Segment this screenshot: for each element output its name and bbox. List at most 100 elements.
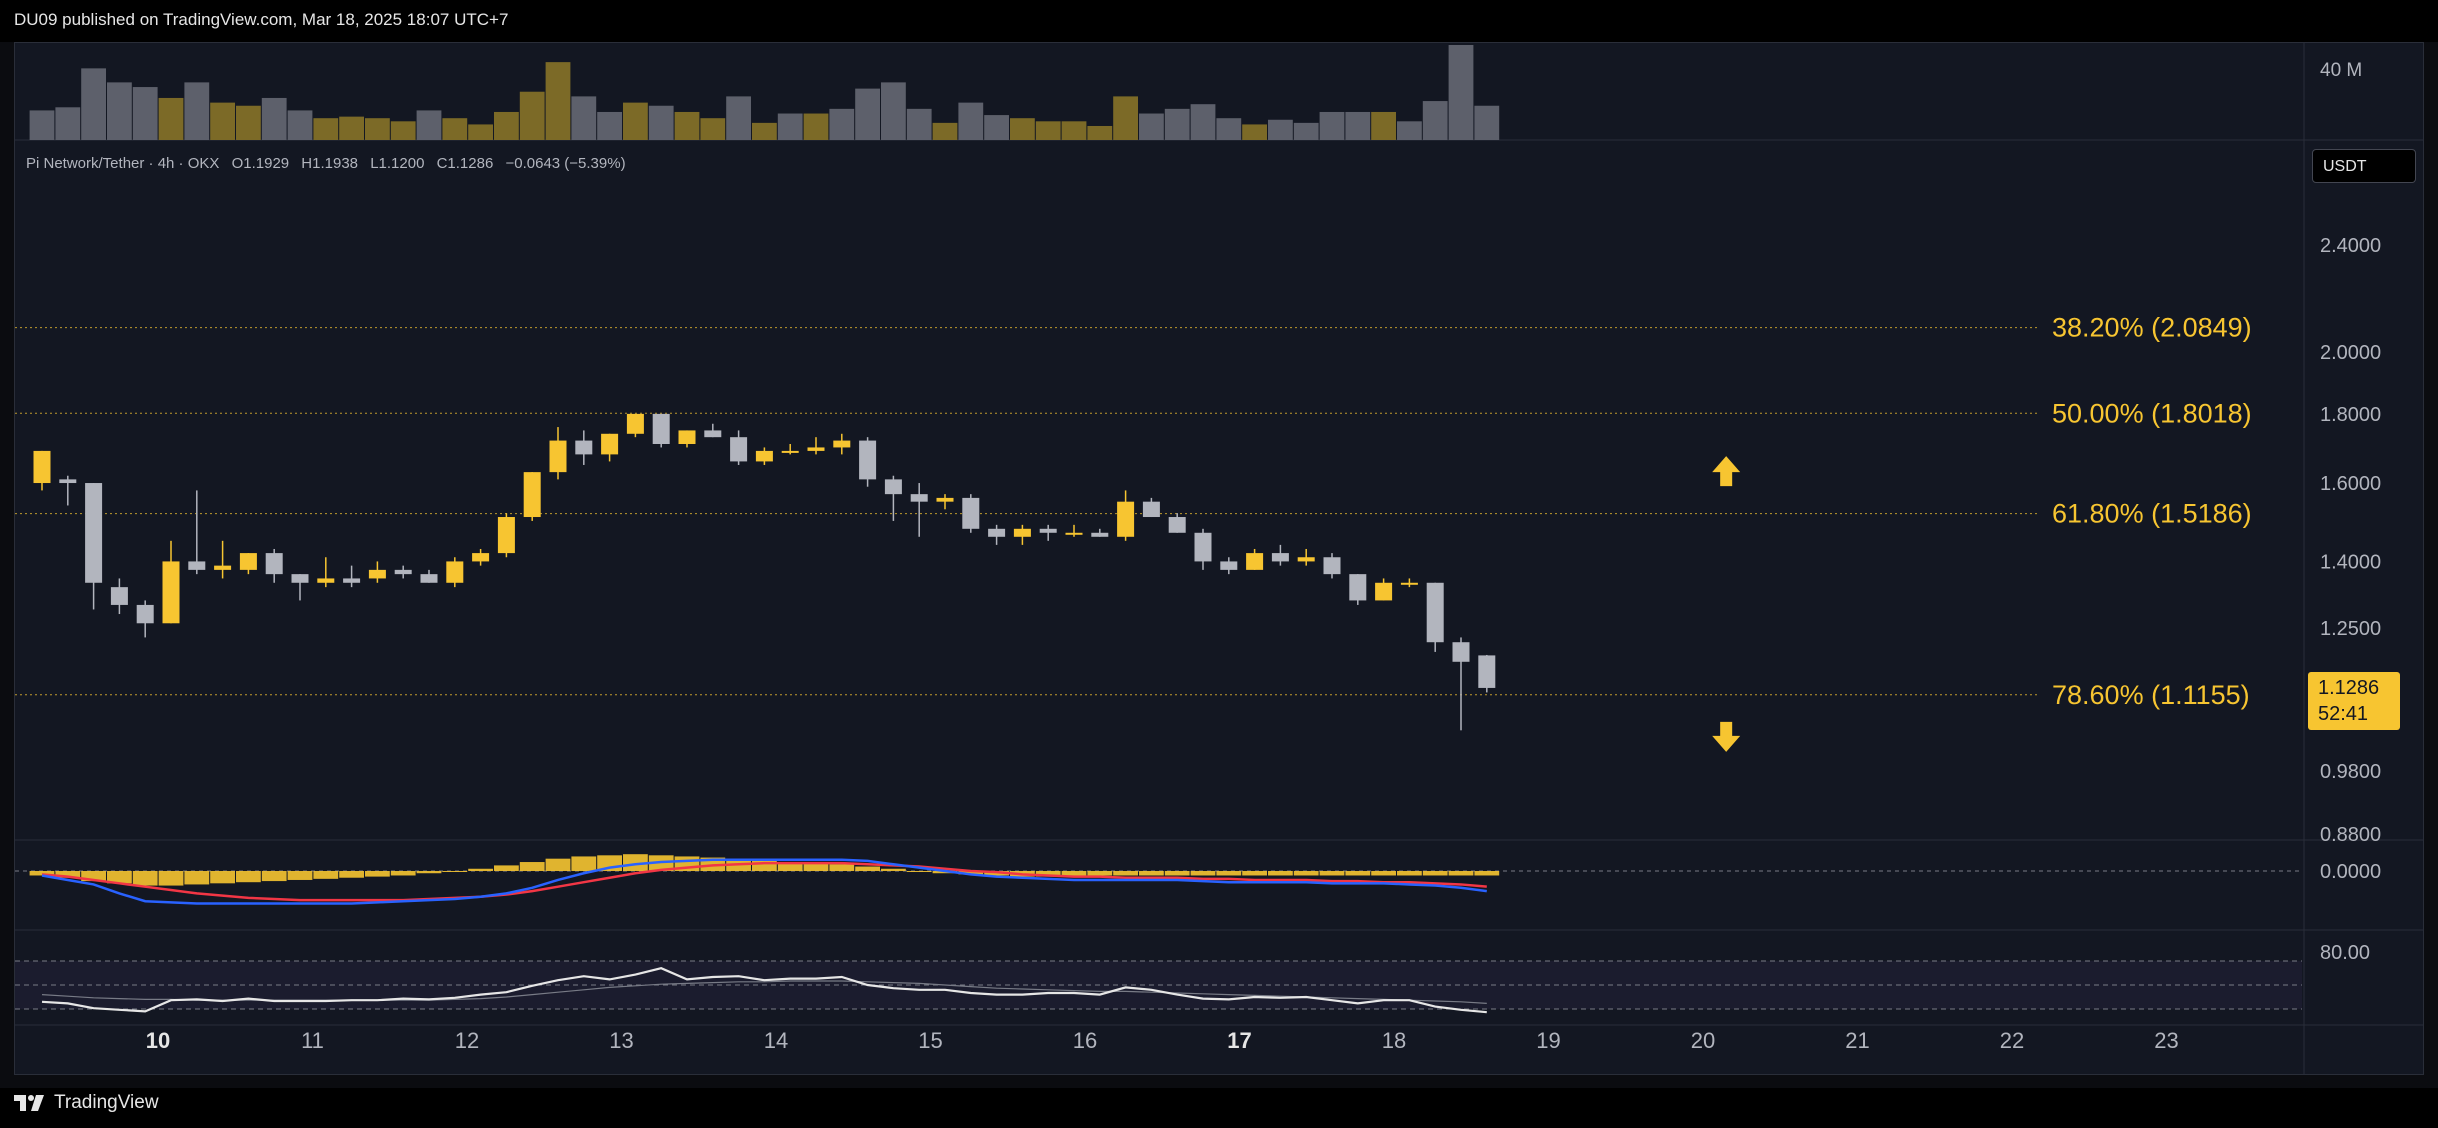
- arrow-up-icon: [1712, 456, 1741, 487]
- volume-bar: [1371, 111, 1396, 140]
- candle-body: [601, 433, 619, 455]
- macd-histogram-bar: [571, 856, 597, 871]
- volume-bar: [1448, 45, 1474, 140]
- volume-bar: [1242, 124, 1267, 140]
- candle-body: [626, 413, 644, 434]
- price-axis-tick: 1.6000: [2320, 473, 2381, 495]
- tradingview-logo-icon: [14, 1095, 44, 1111]
- volume-bar: [55, 107, 81, 140]
- candle-body: [497, 517, 515, 554]
- time-axis-tick: 15: [918, 1028, 942, 1053]
- macd-histogram-bar: [29, 871, 55, 876]
- macd-histogram-bar: [906, 871, 932, 872]
- volume-bar: [906, 108, 932, 140]
- macd-histogram-bar: [1422, 871, 1448, 876]
- fib-level-label: 61.80% (1.5186): [2052, 499, 2252, 529]
- candle-body: [1091, 532, 1109, 537]
- macd-histogram-bar: [132, 871, 158, 886]
- volume-bar: [390, 121, 416, 140]
- macd-histogram-bar: [829, 864, 855, 871]
- volume-bar: [1190, 104, 1216, 140]
- chart-frame[interactable]: [14, 42, 2424, 1075]
- legend-open: O1.1929: [231, 155, 290, 172]
- time-axis-tick: 22: [2000, 1028, 2024, 1053]
- candle-body: [936, 497, 954, 502]
- fib-level-label: 38.20% (2.0849): [2052, 313, 2252, 343]
- rsi-upper-label: 80.00: [2320, 942, 2370, 964]
- candle-body: [1478, 655, 1496, 688]
- candle-body: [265, 553, 283, 575]
- candle-body: [110, 587, 128, 605]
- current-price-value: 1.1286: [2318, 677, 2380, 699]
- volume-bar: [932, 122, 958, 140]
- volume-bar: [107, 82, 132, 140]
- macd-histogram-bar: [777, 862, 803, 871]
- macd-histogram-bar: [1319, 871, 1345, 876]
- tradingview-logo[interactable]: TradingView: [14, 1092, 159, 1114]
- volume-bar: [829, 108, 855, 140]
- volume-bar: [597, 111, 622, 140]
- volume-bar: [1474, 105, 1500, 140]
- published-text: DU09 published on TradingView.com, Mar 1…: [14, 10, 509, 29]
- candle-body: [214, 565, 232, 570]
- volume-bar: [1319, 111, 1345, 140]
- macd-histogram-bar: [881, 868, 906, 871]
- macd-histogram-bar: [107, 871, 132, 884]
- candle-body: [368, 569, 386, 579]
- currency-selector[interactable]: USDT: [2312, 149, 2416, 183]
- candle-body: [549, 440, 567, 473]
- candle-body: [1039, 528, 1057, 533]
- volume-bar: [752, 122, 777, 140]
- macd-histogram-bar: [416, 871, 442, 874]
- candle-body: [910, 494, 928, 502]
- volume-bar: [519, 91, 545, 140]
- current-price-tag: 1.1286 52:41: [2308, 672, 2400, 730]
- volume-bar: [494, 111, 519, 140]
- symbol-legend: Pi Network/Tether · 4h · OKX O1.1929 H1.…: [26, 155, 634, 172]
- volume-bar: [571, 96, 597, 140]
- time-axis-tick: 17: [1227, 1028, 1251, 1053]
- volume-bar: [1268, 119, 1293, 140]
- candle-body: [1117, 501, 1135, 537]
- legend-low: L1.1200: [370, 155, 425, 172]
- candle-body: [807, 447, 825, 451]
- volume-bar: [984, 115, 1009, 140]
- candle-body: [136, 604, 154, 624]
- candle-body: [420, 574, 438, 583]
- candle-body: [1246, 553, 1264, 570]
- candle-body: [1142, 501, 1160, 518]
- legend-high: H1.1938: [301, 155, 359, 172]
- candle-body: [781, 450, 799, 453]
- candle-body: [59, 479, 77, 484]
- candle-body: [1271, 553, 1289, 562]
- macd-histogram-bar: [1397, 871, 1422, 876]
- legend-close: C1.1286: [436, 155, 494, 172]
- macd-histogram-bar: [623, 854, 648, 871]
- macd-histogram-bar: [494, 865, 519, 871]
- macd-histogram-bar: [1242, 871, 1267, 876]
- volume-bar: [132, 87, 158, 140]
- macd-histogram-bar: [1216, 871, 1242, 876]
- candle-body: [523, 472, 541, 518]
- candle-body: [884, 479, 902, 495]
- volume-bar: [184, 82, 210, 140]
- candle-body: [704, 430, 722, 438]
- candle-body: [988, 528, 1006, 537]
- fib-level-label: 50.00% (1.8018): [2052, 398, 2252, 428]
- candle-body: [678, 430, 696, 444]
- legend-change: −0.0643 (−5.39%): [505, 155, 626, 172]
- macd-histogram-bar: [236, 871, 261, 883]
- time-axis-tick: 20: [1691, 1028, 1715, 1053]
- candle-body: [1426, 582, 1444, 643]
- time-axis-tick: 12: [455, 1028, 479, 1053]
- candle-body: [1452, 642, 1470, 662]
- price-axis-tick: 1.2500: [2320, 618, 2381, 640]
- volume-bar: [1087, 125, 1113, 140]
- candle-body: [962, 497, 980, 529]
- macd-zero-label: 0.0000: [2320, 861, 2381, 883]
- volume-bar: [777, 113, 803, 140]
- arrow-down-icon: [1712, 721, 1741, 752]
- publish-bar: DU09 published on TradingView.com, Mar 1…: [0, 0, 2438, 42]
- candle-body: [1297, 557, 1315, 562]
